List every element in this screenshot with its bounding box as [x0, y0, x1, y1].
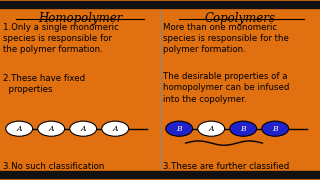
Text: A: A: [80, 125, 86, 133]
Circle shape: [166, 121, 193, 136]
Text: Homopolymer: Homopolymer: [38, 12, 122, 25]
Text: Copolymers: Copolymers: [204, 12, 276, 25]
Circle shape: [198, 121, 225, 136]
Text: 2.These have fixed
  properties: 2.These have fixed properties: [3, 74, 85, 94]
Text: 1.Only a single monomeric
species is responsible for
the polymer formation.: 1.Only a single monomeric species is res…: [3, 22, 119, 54]
Circle shape: [38, 121, 65, 136]
Text: A: A: [48, 125, 54, 133]
Text: A: A: [208, 125, 214, 133]
Text: More than one monomeric
species is responsible for the
polymer formation.: More than one monomeric species is respo…: [163, 22, 289, 54]
Circle shape: [70, 121, 97, 136]
Circle shape: [102, 121, 129, 136]
Circle shape: [262, 121, 289, 136]
Circle shape: [230, 121, 257, 136]
Text: B: B: [240, 125, 246, 133]
Circle shape: [6, 121, 33, 136]
Text: B: B: [176, 125, 182, 133]
Text: 3.No such classification: 3.No such classification: [3, 162, 105, 171]
Text: A: A: [112, 125, 118, 133]
Text: A: A: [16, 125, 22, 133]
Text: 3.These are further classified: 3.These are further classified: [163, 162, 290, 171]
Text: The desirable properties of a
homopolymer can be infused
into the copolymer.: The desirable properties of a homopolyme…: [163, 72, 290, 104]
Text: B: B: [272, 125, 278, 133]
